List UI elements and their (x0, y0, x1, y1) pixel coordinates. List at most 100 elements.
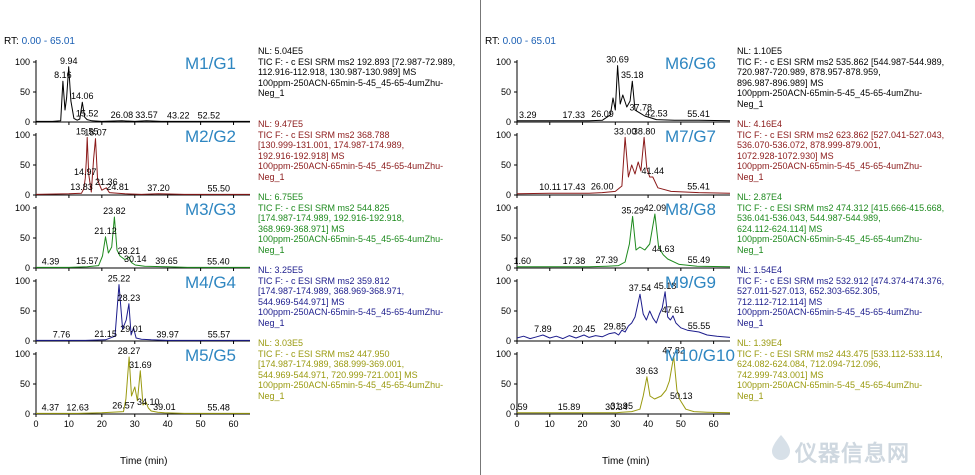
peak-label: 18.07 (84, 128, 107, 138)
y-tick-label: 50 (501, 160, 511, 170)
y-tick-label: 0 (506, 409, 511, 419)
peak-label: 35.18 (621, 70, 644, 80)
scan-filter-text: TIC F: - c ESI SRM ms2 447.950 [174.987-… (258, 348, 444, 401)
panel-info: NL: 5.04E5 TIC F: - c ESI SRM ms2 192.893… (258, 46, 455, 99)
peak-label: 21.15 (94, 329, 117, 339)
chromatogram-trace (516, 291, 731, 340)
y-tick-label: 0 (25, 117, 30, 127)
x-tick-label: 40 (163, 419, 173, 429)
y-tick-label: 100 (496, 57, 511, 67)
rt-value: 0.00 - 65.01 (21, 36, 75, 47)
peak-label: 55.41 (687, 182, 710, 192)
watermark-logo-icon (772, 435, 790, 460)
peak-label: 28.23 (118, 293, 141, 303)
panel-title: M8/G8 (665, 200, 717, 219)
y-tick-label: 0 (506, 117, 511, 127)
panel-title: M2/G2 (185, 127, 237, 146)
peak-label: 7.76 (53, 329, 71, 339)
y-tick-label: 0 (506, 190, 511, 200)
panel-info: NL: 9.47E5 TIC F: - c ESI SRM ms2 368.788… (258, 119, 443, 183)
peak-label: 50.13 (670, 391, 693, 401)
panel-info: NL: 3.25E5 TIC F: - c ESI SRM ms2 359.812… (258, 265, 443, 329)
peak-label: 1.60 (513, 256, 531, 266)
scan-filter-text: TIC F: - c ESI SRM ms2 443.475 [533.112-… (737, 348, 943, 401)
y-tick-label: 100 (496, 203, 511, 213)
peak-label: 47.61 (662, 305, 685, 315)
panel-title: M4/G4 (185, 273, 237, 292)
y-tick-label: 50 (20, 306, 30, 316)
peak-label: 39.97 (156, 329, 179, 339)
panel-info: NL: 2.87E4 TIC F: - c ESI SRM ms2 474.312… (737, 192, 944, 256)
panel-title: M1/G1 (185, 54, 237, 73)
peak-label: 52.52 (198, 110, 221, 120)
x-tick-label: 20 (578, 419, 588, 429)
x-tick-label: 60 (229, 419, 239, 429)
normalization-level: NL: 4.16E4 (737, 119, 783, 129)
peak-label: 27.39 (595, 255, 618, 265)
x-tick-label: 0 (33, 419, 38, 429)
normalization-level: NL: 9.47E5 (258, 119, 304, 129)
y-tick-label: 0 (25, 263, 30, 273)
x-tick-label: 0 (514, 419, 519, 429)
peak-label: 39.63 (636, 366, 659, 376)
column-divider (480, 0, 481, 475)
peak-label: 35.29 (621, 205, 644, 215)
peak-label: 3.29 (519, 110, 537, 120)
peak-label: 55.50 (207, 183, 230, 193)
peak-label: 30.69 (606, 55, 629, 65)
panel-info: NL: 1.10E5 TIC F: - c ESI SRM ms2 535.862… (737, 46, 944, 110)
y-tick-label: 50 (501, 87, 511, 97)
normalization-level: NL: 3.03E5 (258, 338, 304, 348)
peak-label: 29.01 (120, 324, 143, 334)
peak-label: 12.63 (66, 402, 89, 412)
peak-label: 37.54 (629, 283, 652, 293)
y-tick-label: 100 (15, 130, 30, 140)
peak-label: 26.09 (591, 109, 614, 119)
panel-info: NL: 1.54E4 TIC F: - c ESI SRM ms2 532.912… (737, 265, 944, 329)
x-tick-label: 30 (130, 419, 140, 429)
peak-label: 26.57 (112, 401, 135, 411)
peak-label: 28.21 (118, 246, 141, 256)
peak-label: 15.89 (558, 402, 581, 412)
y-tick-label: 50 (501, 379, 511, 389)
y-tick-label: 50 (20, 87, 30, 97)
peak-label: 17.33 (563, 110, 586, 120)
x-tick-label: 20 (97, 419, 107, 429)
panel-title: M5/G5 (185, 346, 237, 365)
peak-label: 30.34 (605, 402, 628, 412)
y-tick-label: 100 (15, 349, 30, 359)
peak-label: 7.89 (534, 324, 552, 334)
x-tick-label: 50 (676, 419, 686, 429)
peak-label: 38.80 (633, 126, 656, 136)
peak-label: 55.49 (688, 255, 711, 265)
peak-label: 10.11 (539, 182, 561, 192)
y-tick-label: 50 (501, 233, 511, 243)
rt-range-right: RT: 0.00 - 65.01 (485, 36, 556, 47)
scan-filter-text: TIC F: - c ESI SRM ms2 544.825 [174.987-… (258, 202, 444, 255)
peak-label: 47.82 (662, 345, 685, 355)
y-tick-label: 50 (20, 233, 30, 243)
x-axis-title-left: Time (min) (120, 456, 168, 467)
peak-label: 14.97 (74, 167, 97, 177)
y-tick-label: 0 (506, 336, 511, 346)
peak-label: 42.53 (645, 109, 668, 119)
peak-label: 25.22 (108, 274, 131, 284)
y-tick-label: 100 (15, 276, 30, 286)
chromatogram-trace (517, 65, 731, 122)
scan-filter-text: TIC F: - c ESI SRM ms2 535.862 [544.987-… (737, 56, 945, 109)
normalization-level: NL: 5.04E5 (258, 46, 304, 56)
x-tick-label: 30 (610, 419, 620, 429)
normalization-level: NL: 1.39E4 (737, 338, 783, 348)
peak-label: 30.14 (124, 254, 147, 264)
panel-info: NL: 1.39E4 TIC F: - c ESI SRM ms2 443.475… (737, 338, 943, 402)
normalization-level: NL: 2.87E4 (737, 192, 783, 202)
x-tick-label: 40 (643, 419, 653, 429)
panel-title: M9/G9 (665, 273, 717, 292)
y-tick-label: 0 (506, 263, 511, 273)
